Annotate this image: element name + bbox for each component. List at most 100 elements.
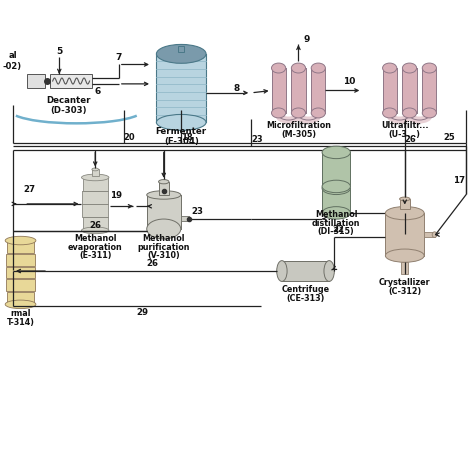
Ellipse shape	[156, 45, 206, 64]
Text: 22: 22	[333, 225, 345, 234]
Text: 18: 18	[181, 133, 193, 142]
Text: 10: 10	[343, 77, 356, 86]
Text: distillation: distillation	[312, 219, 361, 228]
Bar	[400, 199, 410, 210]
Ellipse shape	[385, 207, 424, 220]
Bar	[402, 68, 417, 113]
Ellipse shape	[147, 191, 181, 199]
Ellipse shape	[82, 227, 109, 234]
Text: 6: 6	[94, 87, 100, 96]
Text: Ultrafiltr...: Ultrafiltr...	[381, 121, 428, 130]
Ellipse shape	[400, 197, 410, 201]
Ellipse shape	[385, 249, 424, 262]
Text: Fermenter: Fermenter	[155, 128, 207, 137]
Bar	[82, 204, 109, 217]
Ellipse shape	[322, 207, 350, 219]
Ellipse shape	[292, 108, 306, 118]
Bar	[156, 54, 206, 122]
Ellipse shape	[422, 108, 437, 118]
Ellipse shape	[311, 108, 325, 118]
Text: 7: 7	[116, 53, 122, 62]
Bar	[7, 241, 35, 253]
Text: 23: 23	[191, 207, 203, 216]
Bar	[178, 46, 184, 52]
Ellipse shape	[322, 182, 350, 194]
Text: 19: 19	[109, 191, 121, 200]
Bar	[83, 217, 108, 230]
Ellipse shape	[272, 108, 286, 118]
Text: (V-310): (V-310)	[147, 251, 180, 260]
Text: Methanol: Methanol	[315, 210, 357, 219]
Text: purification: purification	[137, 243, 190, 252]
Bar	[158, 182, 169, 195]
Ellipse shape	[322, 180, 350, 192]
Text: 23: 23	[251, 135, 263, 144]
Bar	[82, 191, 109, 204]
Text: 17: 17	[453, 176, 465, 185]
Ellipse shape	[422, 63, 437, 73]
Ellipse shape	[402, 63, 417, 73]
Ellipse shape	[402, 108, 417, 118]
Text: al: al	[8, 51, 17, 60]
Bar	[401, 262, 408, 274]
Bar	[292, 68, 306, 113]
Ellipse shape	[324, 261, 334, 282]
Text: evaporation: evaporation	[68, 243, 123, 252]
Text: 26: 26	[405, 135, 416, 144]
Text: 5: 5	[56, 47, 63, 56]
Ellipse shape	[432, 232, 437, 237]
Text: Microfiltration: Microfiltration	[266, 121, 331, 130]
Bar	[322, 188, 350, 213]
Bar	[322, 153, 350, 186]
Bar	[6, 279, 35, 291]
Ellipse shape	[383, 108, 397, 118]
Ellipse shape	[158, 180, 169, 184]
Bar	[272, 68, 286, 113]
Ellipse shape	[156, 114, 206, 130]
Text: (D-303): (D-303)	[51, 106, 87, 115]
Bar	[422, 68, 437, 113]
Bar	[50, 74, 92, 88]
Bar	[311, 68, 325, 113]
Bar	[147, 195, 181, 229]
Bar	[6, 266, 35, 278]
Text: (C-312): (C-312)	[388, 287, 421, 296]
Bar	[181, 217, 189, 221]
Ellipse shape	[277, 261, 287, 282]
Ellipse shape	[311, 63, 325, 73]
Text: Crystallizer: Crystallizer	[379, 278, 430, 287]
Bar	[27, 74, 45, 88]
Text: (DI-315): (DI-315)	[318, 228, 355, 237]
Text: 26: 26	[89, 221, 101, 230]
Ellipse shape	[5, 237, 36, 245]
Text: 26: 26	[146, 259, 158, 268]
Bar	[6, 254, 35, 265]
Text: (U-3...): (U-3...)	[389, 130, 421, 139]
Text: 27: 27	[23, 185, 35, 194]
Text: T-314): T-314)	[7, 318, 35, 327]
Ellipse shape	[147, 219, 181, 239]
Bar	[7, 292, 35, 304]
Bar	[383, 68, 397, 113]
Bar	[83, 177, 108, 191]
Text: rmal: rmal	[10, 310, 31, 319]
Text: -02): -02)	[3, 63, 22, 72]
Bar	[385, 213, 424, 255]
Ellipse shape	[92, 168, 99, 171]
Text: 20: 20	[123, 133, 135, 142]
Text: Centrifuge: Centrifuge	[282, 285, 329, 294]
Ellipse shape	[322, 146, 350, 159]
Text: Decanter: Decanter	[46, 96, 91, 105]
Text: 8: 8	[234, 83, 240, 92]
Text: 9: 9	[304, 35, 310, 44]
Text: Methanol: Methanol	[143, 234, 185, 243]
Text: 29: 29	[137, 308, 148, 317]
Bar	[424, 232, 435, 237]
Text: (E-311): (E-311)	[79, 251, 111, 260]
Bar	[282, 261, 329, 282]
Text: (M-305): (M-305)	[281, 130, 316, 139]
Text: (CE-313): (CE-313)	[286, 294, 325, 303]
Bar	[92, 169, 99, 176]
Text: 25: 25	[444, 133, 456, 142]
Ellipse shape	[383, 63, 397, 73]
